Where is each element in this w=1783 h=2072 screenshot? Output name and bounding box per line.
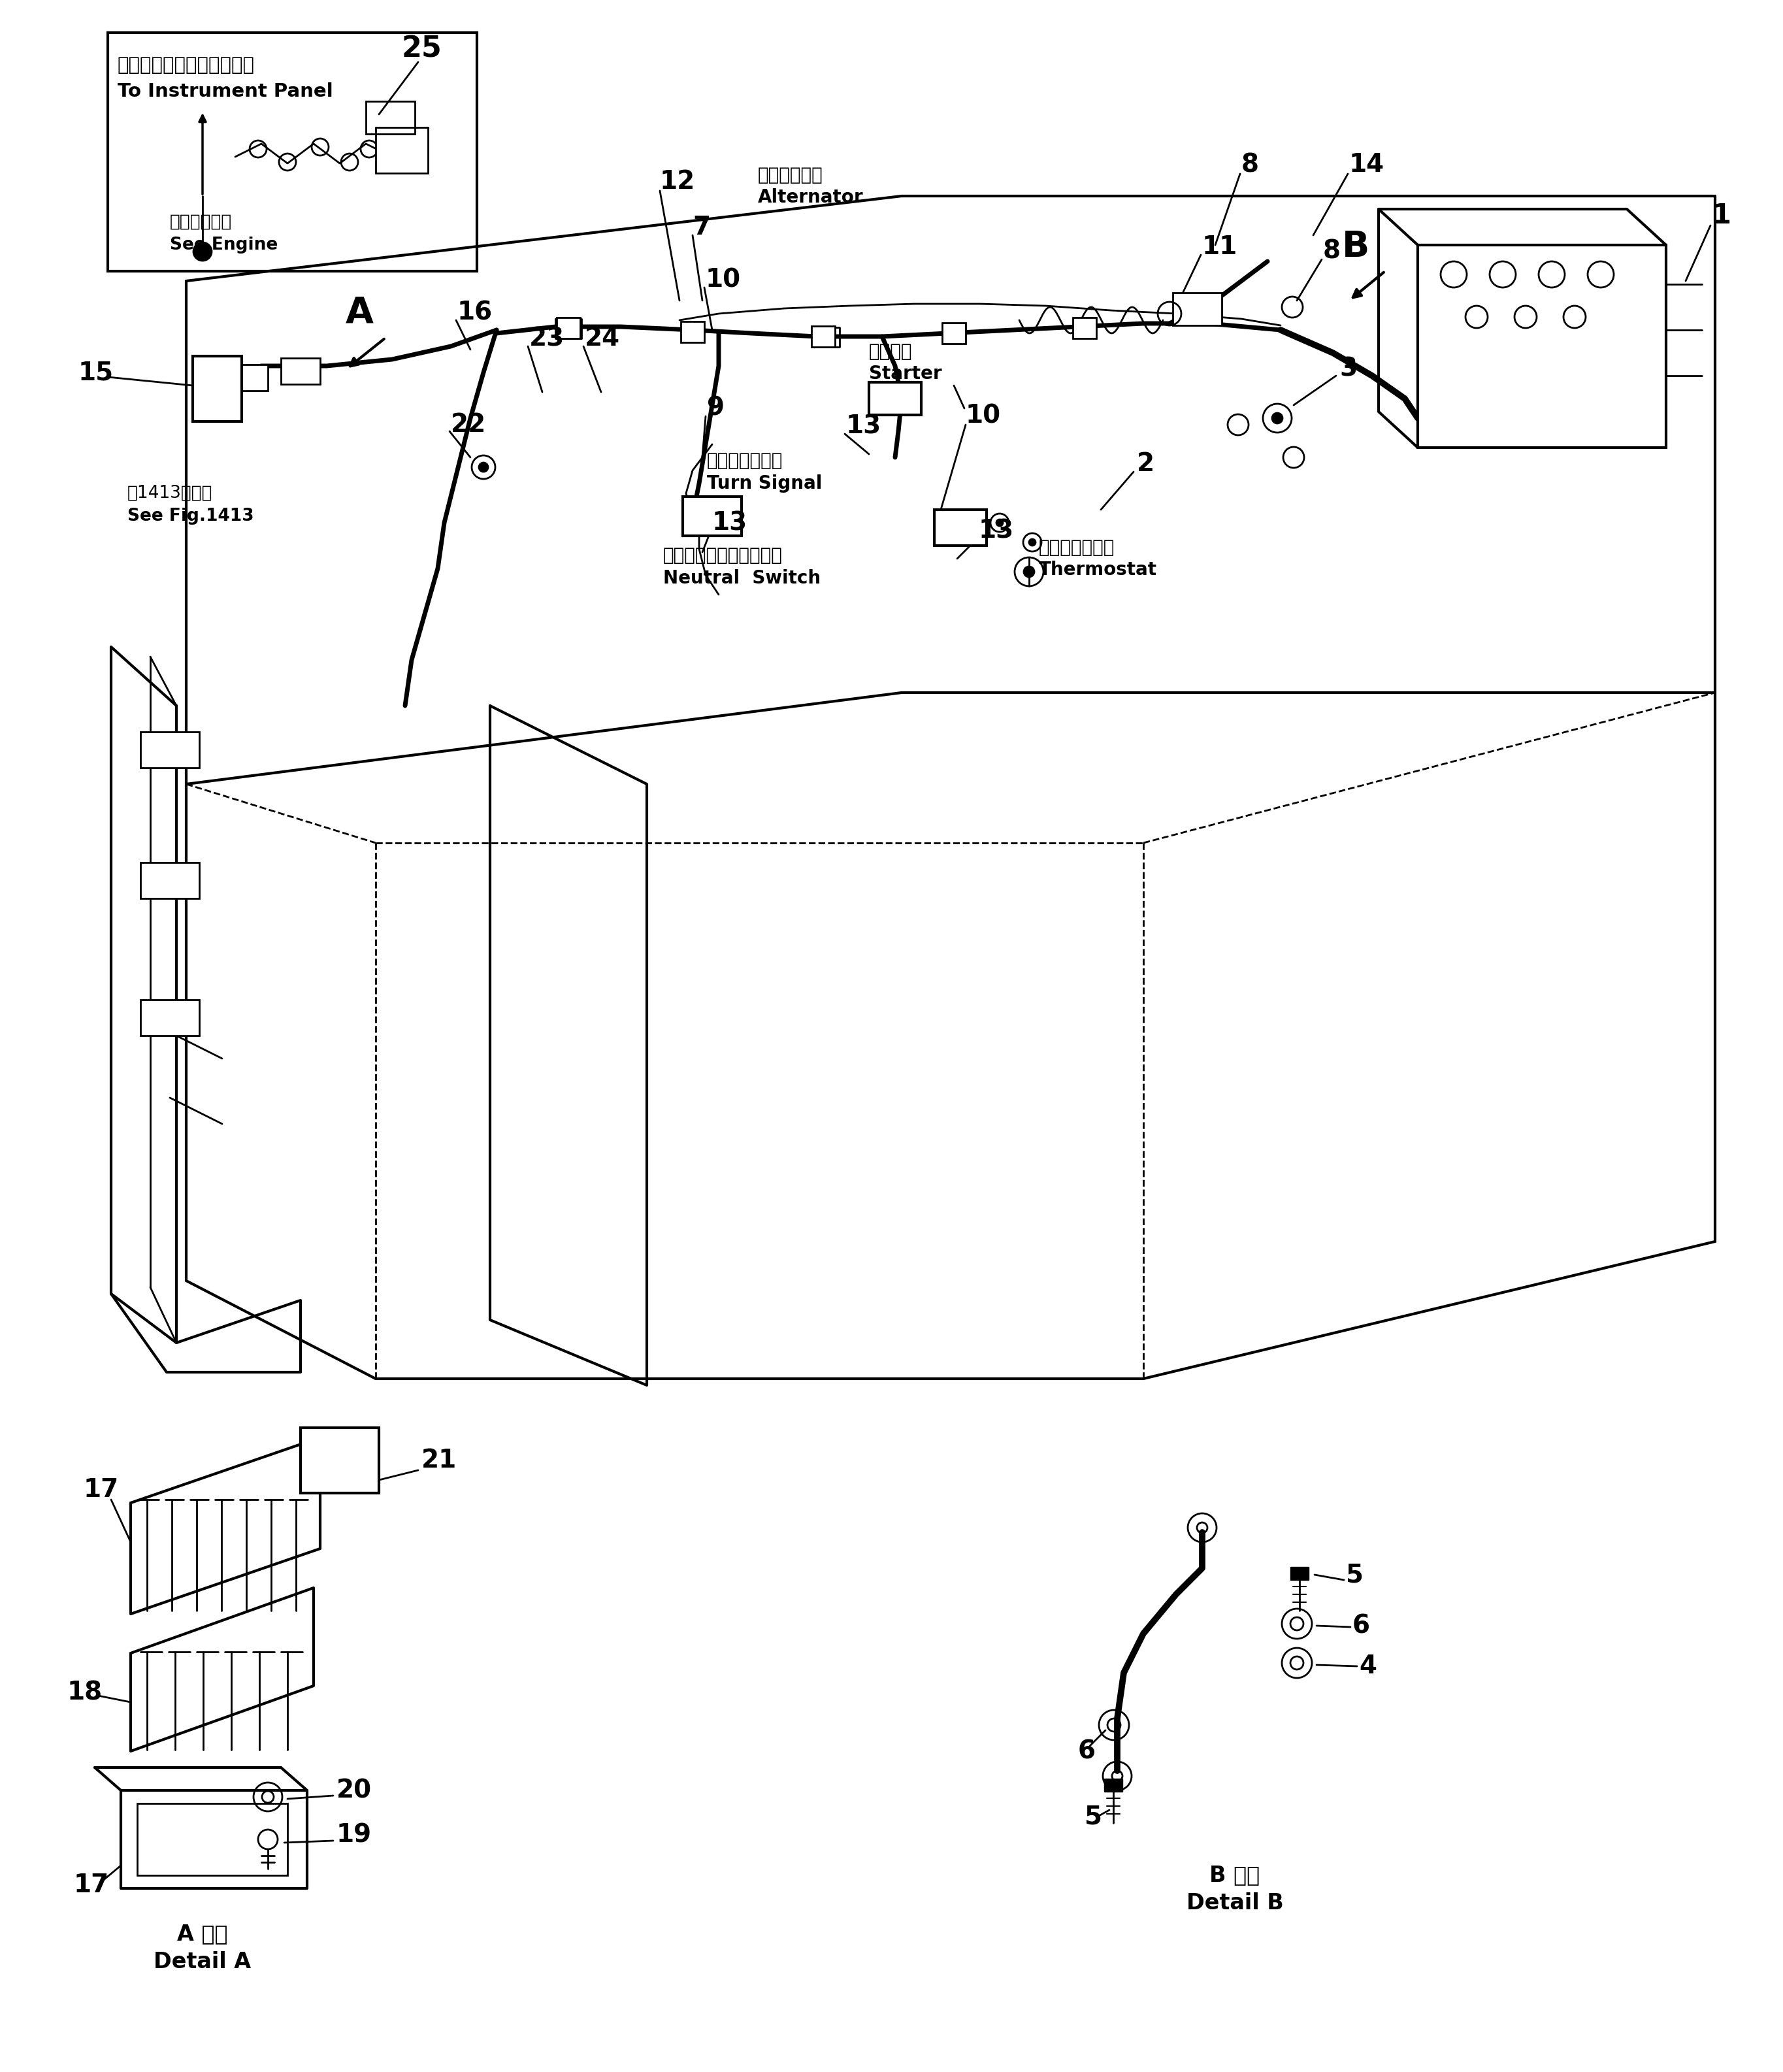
Text: 15: 15 [78,361,114,385]
Bar [556,317,579,338]
Bar [193,356,242,421]
Text: スタータ: スタータ [868,342,913,361]
Bar [1417,244,1665,448]
Bar [137,1803,287,1875]
Text: See Engine: See Engine [169,236,278,253]
Text: ターンシクナル: ターンシクナル [706,452,783,470]
Text: 19: 19 [337,1823,373,1848]
Text: 22: 22 [451,412,487,437]
Text: 23: 23 [530,325,565,350]
Text: 13: 13 [847,414,881,439]
Text: Starter: Starter [868,365,941,383]
Text: 17: 17 [84,1477,119,1502]
Text: ニュートラルスイッチ！: ニュートラルスイッチ！ [663,547,783,564]
Text: 13: 13 [979,518,1015,543]
Bar [1173,292,1221,325]
Bar [1291,1566,1309,1581]
Circle shape [997,520,1002,526]
Text: See Fig.1413: See Fig.1413 [127,508,253,524]
Circle shape [193,242,212,261]
Text: インスツルメントパネルへ: インスツルメントパネルへ [118,56,255,75]
Bar [141,731,200,769]
Text: B: B [1343,230,1369,265]
Text: オルタネータ: オルタネータ [758,166,824,184]
Bar [868,381,922,414]
Bar [941,323,966,344]
Bar [301,1428,380,1494]
Bar [1104,1778,1123,1792]
Text: Turn Signal: Turn Signal [706,474,822,493]
Text: 4: 4 [1359,1653,1376,1678]
Text: 1: 1 [1712,201,1731,230]
Bar [811,325,834,346]
Text: 7: 7 [692,215,710,240]
Text: 3: 3 [1339,356,1357,381]
Text: 9: 9 [706,396,724,421]
Bar [228,365,267,392]
Circle shape [1029,539,1036,545]
Text: 2: 2 [1138,452,1155,477]
Bar [107,33,476,271]
Text: 10: 10 [706,267,742,292]
Bar [934,510,986,545]
Text: Alternator: Alternator [758,189,863,207]
Text: 5: 5 [1084,1805,1102,1830]
Bar [683,497,742,537]
Text: 24: 24 [585,325,620,350]
Text: To Instrument Panel: To Instrument Panel [118,83,333,102]
Text: Neutral  Switch: Neutral Switch [663,570,820,588]
Text: 18: 18 [68,1680,103,1705]
Bar [681,321,704,342]
Bar [366,102,415,135]
Text: 第1413図参照: 第1413図参照 [127,485,212,501]
Text: 21: 21 [421,1448,456,1473]
Circle shape [1023,566,1034,576]
Text: 5: 5 [1346,1562,1364,1587]
Text: A: A [346,294,373,329]
Text: 25: 25 [401,35,442,62]
Text: 6: 6 [1079,1738,1097,1763]
Circle shape [1271,412,1282,423]
Text: 20: 20 [337,1778,373,1803]
Text: 6: 6 [1353,1614,1369,1639]
Text: Detail B: Detail B [1186,1892,1284,1915]
Text: A 詳細: A 詳細 [177,1923,228,1946]
Text: 12: 12 [660,170,695,195]
Text: 11: 11 [1202,234,1237,259]
Text: 17: 17 [73,1873,109,1898]
Text: エンジン参照: エンジン参照 [169,213,232,230]
Text: 10: 10 [966,404,1000,429]
Text: Detail A: Detail A [153,1952,251,1973]
Circle shape [480,462,489,472]
Text: 14: 14 [1350,151,1385,176]
Bar [282,358,321,383]
Text: Thermostat: Thermostat [1039,562,1157,578]
Text: 16: 16 [458,300,492,325]
Text: 13: 13 [711,510,747,535]
Text: サーモスタット: サーモスタット [1039,539,1114,557]
Text: B 詳細: B 詳細 [1209,1865,1261,1886]
Bar [376,126,428,174]
Text: 8: 8 [1323,238,1341,263]
Bar [141,999,200,1036]
Text: 8: 8 [1241,151,1259,176]
Bar [141,862,200,899]
Bar [1073,317,1097,338]
